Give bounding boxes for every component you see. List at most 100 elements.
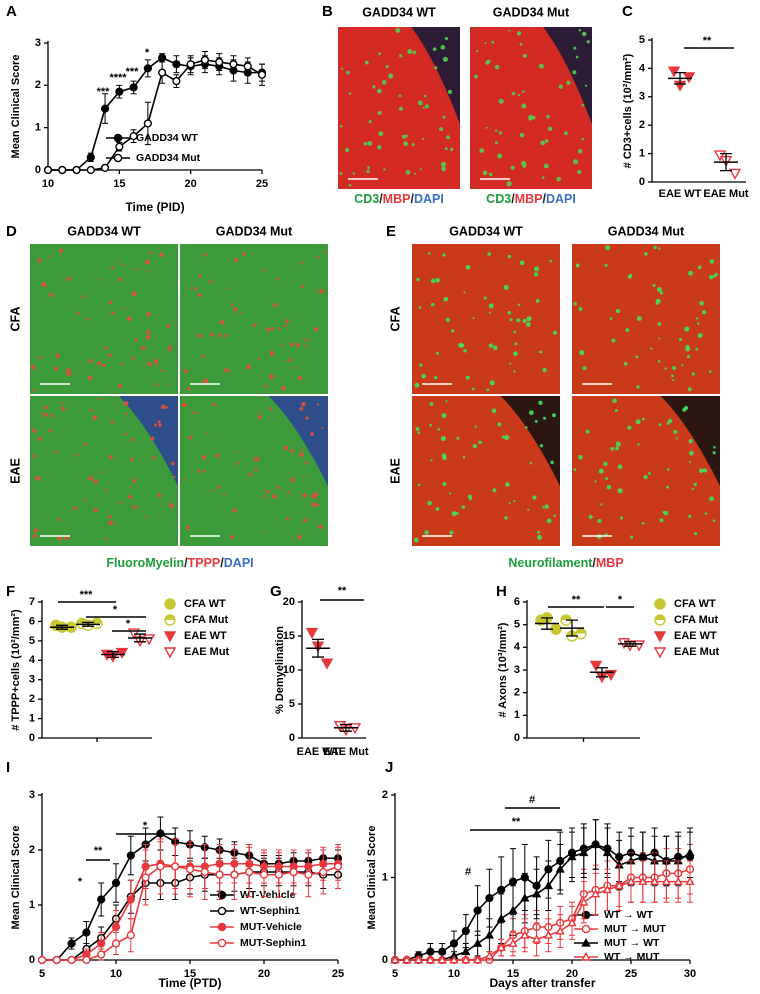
point (141, 873, 150, 882)
cell (149, 251, 153, 255)
cell (519, 42, 523, 46)
point (667, 66, 681, 78)
micrograph (412, 244, 560, 394)
cell (299, 406, 304, 411)
cell (598, 468, 604, 474)
cell (637, 315, 642, 321)
cell (484, 42, 487, 45)
cell (458, 342, 464, 348)
cell (658, 337, 661, 340)
cell (319, 289, 324, 294)
panel-label: G (270, 583, 282, 600)
cell (514, 342, 518, 346)
point (158, 53, 167, 62)
x-tick-label: 15 (507, 968, 519, 980)
cell (366, 169, 370, 174)
point (257, 70, 267, 79)
cell (487, 252, 491, 256)
x-tick-label: 10 (42, 178, 54, 190)
legend-label: CFA Mut (674, 614, 719, 626)
cell (430, 302, 435, 307)
cell (417, 483, 421, 487)
micrograph-edge (543, 27, 592, 125)
cell (492, 488, 497, 493)
cell (430, 459, 433, 462)
cell (538, 63, 544, 69)
legend-marker (654, 614, 666, 626)
cell (123, 401, 129, 407)
point (508, 905, 518, 914)
point (143, 119, 152, 128)
cell (103, 346, 108, 350)
point (126, 851, 135, 860)
cell (367, 141, 373, 146)
stain-part: / (542, 192, 546, 206)
cell (290, 342, 295, 347)
cell (223, 493, 226, 496)
cell (166, 383, 169, 386)
cell (472, 317, 475, 320)
cell (35, 475, 41, 481)
cell (440, 436, 446, 442)
y-tick-label: 1 (29, 712, 35, 724)
stain-part: / (592, 556, 596, 570)
point (143, 64, 152, 73)
cell (544, 139, 549, 143)
y-tick-label: 4 (29, 654, 36, 666)
cell (687, 387, 692, 392)
sem-bar (624, 641, 636, 647)
cell (619, 516, 624, 520)
cell (653, 245, 657, 250)
y-tick-label: 1 (639, 148, 645, 160)
cell (265, 489, 270, 494)
cell (49, 292, 54, 297)
cell (110, 420, 115, 424)
point (320, 658, 334, 670)
y-tick-label: 3 (35, 37, 41, 49)
cell (341, 67, 344, 70)
cell (532, 495, 537, 500)
y-tick-label: 0 (289, 732, 295, 744)
cell (509, 318, 513, 322)
cell (273, 303, 278, 308)
cell (97, 397, 101, 401)
y-axis-label: % Demyelination (274, 626, 286, 714)
x-axis-label: Days after transfer (489, 976, 595, 990)
cell (193, 411, 197, 415)
stain-part: CD3 (486, 192, 511, 206)
cell (578, 307, 583, 311)
stain-part: / (410, 192, 414, 206)
cell (427, 500, 432, 506)
cell (378, 131, 384, 137)
cell (257, 357, 261, 361)
significance-label: # (529, 794, 535, 806)
point (485, 894, 494, 903)
cell (691, 487, 694, 491)
point (52, 955, 61, 965)
legend-label: CFA Mut (184, 614, 229, 626)
cell (697, 322, 700, 325)
cell (166, 323, 171, 328)
column-header: GADD34 WT (362, 5, 436, 19)
cell (652, 283, 656, 287)
cell (435, 277, 440, 283)
cell (145, 270, 149, 273)
cell (417, 100, 423, 106)
cell (509, 362, 512, 365)
point (532, 934, 542, 943)
point (473, 906, 482, 915)
cell (108, 515, 112, 519)
stain-part: / (220, 556, 224, 570)
y-axis-label: # CD3+cells (10²/mm²) (622, 53, 634, 168)
cell (118, 277, 123, 282)
cell (416, 277, 420, 282)
cell (517, 93, 521, 97)
cell (635, 419, 641, 425)
y-tick-label: 3 (29, 789, 35, 801)
cell (615, 441, 621, 447)
cell (248, 472, 253, 477)
cell (588, 514, 593, 519)
cell (629, 535, 634, 539)
x-tick-label: EAE Mut (703, 188, 749, 200)
cell (686, 355, 691, 359)
